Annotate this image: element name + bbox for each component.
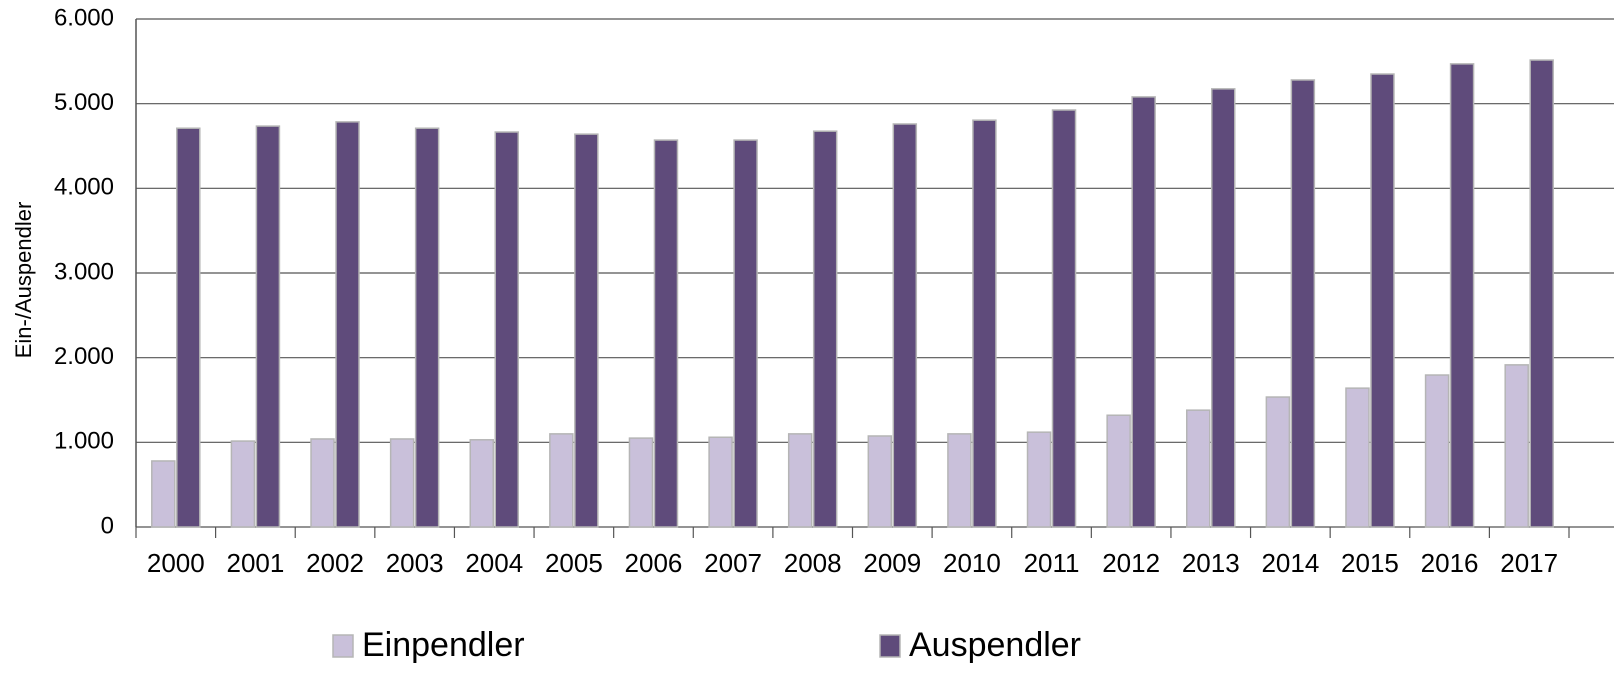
bar — [1265, 396, 1291, 528]
bar — [1424, 374, 1450, 528]
x-tick-label: 2004 — [465, 548, 523, 578]
x-tick-label: 2011 — [1024, 548, 1080, 578]
legend-label: Einpendler — [362, 626, 525, 664]
bar — [1211, 88, 1236, 528]
x-tick-label: 2000 — [147, 548, 205, 578]
x-tick-label: 2012 — [1102, 548, 1160, 578]
x-tick-label: 2017 — [1500, 548, 1558, 578]
bar — [151, 460, 176, 528]
bar — [628, 437, 654, 528]
bar — [708, 436, 733, 528]
x-tick-label: 2002 — [306, 548, 364, 578]
bar — [1529, 59, 1554, 528]
bar — [574, 133, 599, 528]
bar — [414, 127, 440, 528]
x-tick-label: 2010 — [943, 548, 1001, 578]
legend-swatch — [332, 634, 354, 658]
y-tick-label: 6.000 — [54, 4, 114, 31]
bar — [1186, 409, 1211, 528]
bar — [469, 439, 494, 528]
bar — [1449, 63, 1475, 528]
bar — [787, 433, 813, 528]
legend-swatch — [879, 634, 901, 658]
x-tick-label: 2001 — [226, 548, 284, 578]
bar — [812, 130, 838, 528]
bar — [733, 139, 758, 528]
x-tick-label: 2013 — [1182, 548, 1240, 578]
bar — [1504, 364, 1529, 528]
y-axis-label: Ein-/Auspendler — [11, 202, 36, 359]
x-tick-label: 2005 — [545, 548, 603, 578]
bar — [255, 125, 281, 528]
bar — [1290, 79, 1316, 528]
bar — [947, 433, 972, 528]
y-tick-label: 0 — [101, 512, 114, 539]
x-tick-label: 2014 — [1261, 548, 1319, 578]
bar — [1370, 73, 1395, 528]
bar — [389, 438, 415, 528]
bar — [1026, 431, 1052, 528]
legend-label: Auspendler — [909, 626, 1081, 664]
x-tick-label: 2008 — [784, 548, 842, 578]
bar — [310, 438, 335, 528]
x-tick-label: 2003 — [386, 548, 444, 578]
x-tick-label: 2016 — [1421, 548, 1479, 578]
bar — [176, 127, 201, 528]
bar — [494, 131, 519, 528]
bar — [1051, 109, 1077, 528]
bar — [1106, 414, 1131, 528]
x-tick-label: 2007 — [704, 548, 762, 578]
y-tick-label: 1.000 — [54, 428, 114, 455]
bar — [972, 119, 997, 528]
bar — [653, 139, 679, 528]
bar — [1131, 96, 1156, 528]
bar — [892, 123, 918, 528]
x-tick-label: 2009 — [863, 548, 921, 578]
y-tick-label: 3.000 — [54, 258, 114, 285]
x-tick-label: 2006 — [625, 548, 683, 578]
bar — [867, 435, 893, 528]
y-tick-label: 5.000 — [54, 89, 114, 116]
x-tick-label: 2015 — [1341, 548, 1399, 578]
bar — [1345, 387, 1370, 528]
bar — [549, 433, 574, 528]
y-tick-label: 4.000 — [54, 174, 114, 201]
bar — [335, 121, 360, 528]
y-tick-label: 2.000 — [54, 343, 114, 370]
bar — [230, 440, 256, 528]
